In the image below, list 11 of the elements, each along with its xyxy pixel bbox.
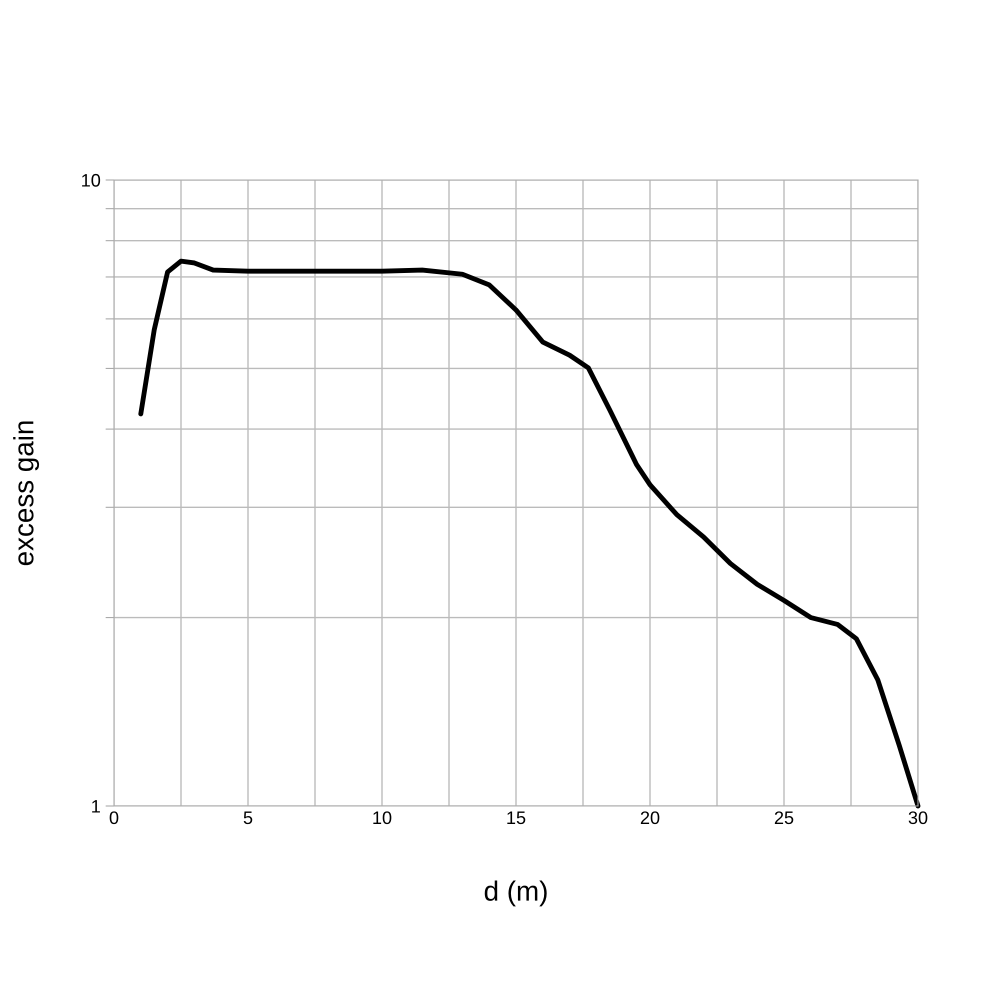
y-axis-title: excess gain [13,421,40,566]
x-tick-label: 5 [244,812,252,824]
x-tick-label: 15 [507,812,526,824]
x-tick-label: 30 [908,811,928,824]
x-tick-label: 20 [640,811,660,824]
line-series [138,258,920,808]
x-axis-title: d (m) [484,880,547,906]
y-tick-label: 1 [92,800,100,813]
x-tick-label: 25 [774,811,794,824]
x-tick-label: 10 [373,811,392,824]
x-tick-label: 0 [110,811,118,824]
